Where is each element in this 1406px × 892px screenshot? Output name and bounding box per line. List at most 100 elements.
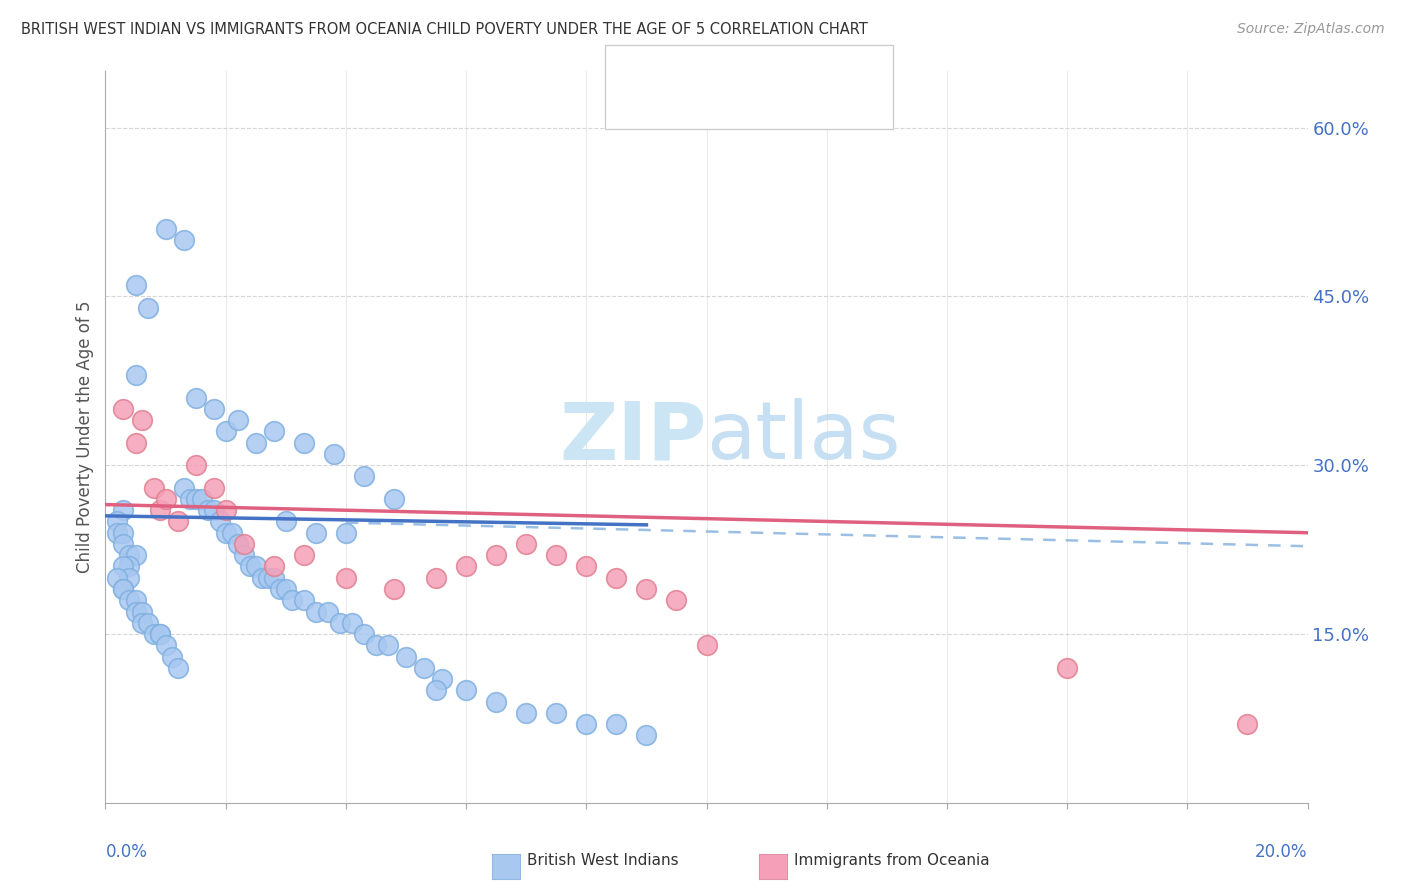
Point [269, 582, 291, 596]
Point [173, 233, 195, 247]
Point [107, 571, 129, 585]
Point [485, 548, 508, 562]
Point [665, 593, 688, 607]
Point [136, 615, 159, 630]
Point [413, 661, 436, 675]
Point [353, 627, 375, 641]
Point [124, 435, 146, 450]
Point [263, 425, 285, 439]
Point [118, 593, 141, 607]
Text: British West Indians: British West Indians [527, 854, 679, 868]
Point [226, 537, 249, 551]
Point [112, 537, 135, 551]
Point [274, 582, 297, 596]
Point [148, 627, 170, 641]
Text: R =: R = [659, 58, 699, 76]
Point [256, 571, 278, 585]
Text: 0.0%: 0.0% [105, 843, 148, 861]
Point [131, 605, 153, 619]
Point [166, 661, 188, 675]
Point [202, 503, 225, 517]
Point [112, 401, 135, 416]
Point [112, 582, 135, 596]
Point [575, 559, 598, 574]
Point [155, 491, 177, 506]
Text: N =: N = [755, 94, 794, 112]
Point [232, 537, 254, 551]
Point [575, 717, 598, 731]
Point [292, 435, 315, 450]
Point [515, 706, 537, 720]
Point [173, 481, 195, 495]
Point [245, 435, 267, 450]
Point [364, 638, 387, 652]
Point [382, 491, 405, 506]
Point [166, 515, 188, 529]
Point [112, 503, 135, 517]
Point [263, 559, 285, 574]
Point [335, 525, 357, 540]
Point [214, 425, 236, 439]
Point [142, 481, 165, 495]
Point [148, 627, 170, 641]
Point [184, 391, 207, 405]
Text: -0.036: -0.036 [693, 94, 758, 112]
Point [605, 717, 627, 731]
Point [221, 525, 243, 540]
Point [636, 582, 658, 596]
Point [197, 503, 219, 517]
Text: -0.041: -0.041 [693, 58, 758, 76]
Point [107, 515, 129, 529]
Point [118, 571, 141, 585]
Point [155, 222, 177, 236]
Point [636, 728, 658, 742]
Text: N =: N = [755, 58, 794, 76]
Point [214, 525, 236, 540]
Point [202, 401, 225, 416]
Point [124, 278, 146, 293]
Point [274, 515, 297, 529]
Point [148, 503, 170, 517]
Point [305, 525, 328, 540]
Point [316, 605, 339, 619]
Text: 20.0%: 20.0% [1256, 843, 1308, 861]
Point [605, 571, 627, 585]
Point [202, 481, 225, 495]
Text: ZIP: ZIP [560, 398, 707, 476]
Point [112, 559, 135, 574]
Point [179, 491, 201, 506]
Text: Immigrants from Oceania: Immigrants from Oceania [794, 854, 990, 868]
Point [208, 515, 231, 529]
Point [250, 571, 273, 585]
Point [245, 559, 267, 574]
Point [124, 593, 146, 607]
Point [190, 491, 212, 506]
Point [214, 503, 236, 517]
Point [131, 615, 153, 630]
Point [160, 649, 183, 664]
Point [377, 638, 399, 652]
Text: atlas: atlas [707, 398, 901, 476]
Point [226, 413, 249, 427]
Text: 81: 81 [789, 58, 814, 76]
Text: Source: ZipAtlas.com: Source: ZipAtlas.com [1237, 22, 1385, 37]
Point [136, 301, 159, 315]
Point [425, 683, 447, 698]
Point [155, 638, 177, 652]
Point [281, 593, 304, 607]
Point [335, 571, 357, 585]
Point [456, 559, 478, 574]
Point [112, 525, 135, 540]
Point [696, 638, 718, 652]
Point [329, 615, 352, 630]
Point [515, 537, 537, 551]
Point [1236, 717, 1258, 731]
Point [184, 458, 207, 473]
Point [239, 559, 262, 574]
Point [232, 548, 254, 562]
Point [112, 582, 135, 596]
Point [124, 548, 146, 562]
Point [292, 593, 315, 607]
Text: 27: 27 [789, 94, 814, 112]
Point [124, 605, 146, 619]
